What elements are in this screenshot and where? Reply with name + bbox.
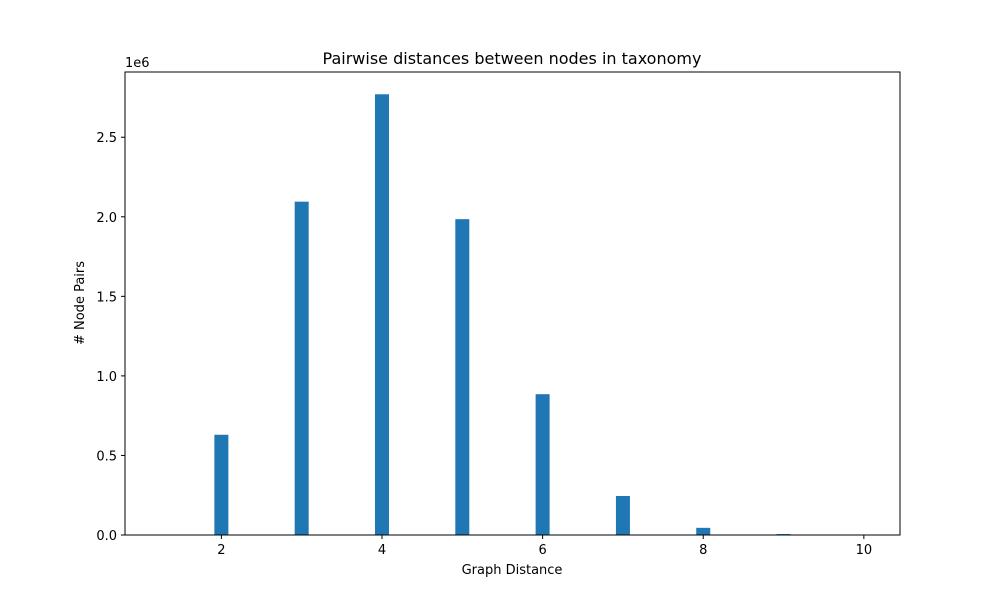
y-axis-label: # Node Pairs bbox=[73, 261, 88, 345]
bar bbox=[616, 496, 630, 535]
bar bbox=[214, 435, 228, 535]
y-tick-label: 2.5 bbox=[96, 131, 117, 146]
x-tick-label: 2 bbox=[217, 543, 225, 558]
y-tick-label: 0.0 bbox=[96, 529, 117, 544]
bar bbox=[455, 219, 469, 535]
x-axis-label: Graph Distance bbox=[462, 563, 563, 578]
y-tick-label: 1.0 bbox=[96, 370, 117, 385]
chart-title: Pairwise distances between nodes in taxo… bbox=[323, 49, 702, 68]
x-tick-label: 8 bbox=[699, 543, 707, 558]
x-tick-label: 6 bbox=[538, 543, 546, 558]
bar bbox=[696, 528, 710, 535]
y-offset-label: 1e6 bbox=[125, 56, 150, 71]
x-tick-label: 4 bbox=[378, 543, 386, 558]
x-tick-label: 10 bbox=[856, 543, 873, 558]
y-tick-label: 1.5 bbox=[96, 290, 117, 305]
y-tick-label: 2.0 bbox=[96, 211, 117, 226]
bar bbox=[375, 94, 389, 535]
y-tick-label: 0.5 bbox=[96, 449, 117, 464]
bar bbox=[295, 202, 309, 535]
bar bbox=[536, 394, 550, 535]
